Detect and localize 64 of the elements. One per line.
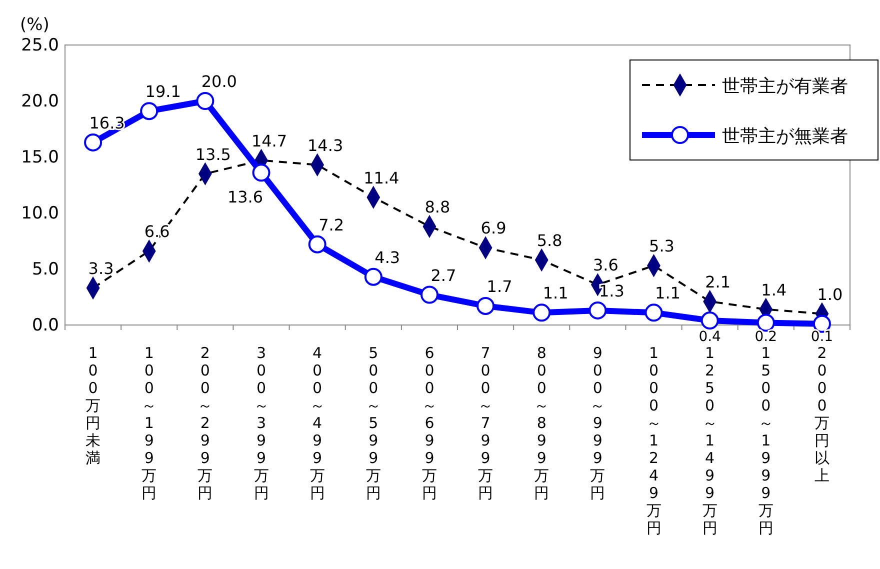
point [588, 301, 607, 320]
point [532, 304, 551, 322]
category-label: 300～399万円 [254, 344, 269, 502]
data-label: 6.9 [480, 218, 506, 238]
data-label: 13.5 [195, 144, 231, 164]
point [140, 102, 158, 120]
point [420, 286, 438, 304]
data-label: 0.1 [810, 329, 834, 345]
category-label: 700～799万円 [478, 344, 494, 502]
data-label: 3.3 [88, 259, 114, 278]
point [644, 304, 663, 322]
category-label: 600～699万円 [422, 344, 437, 502]
data-label: 13.6 [227, 188, 264, 207]
x-tick-label: 100万円未満 [86, 344, 101, 467]
x-tick-label: 2000万円以上 [814, 344, 830, 484]
data-label: 14.7 [251, 131, 288, 150]
data-label: 14.3 [308, 136, 344, 155]
point [364, 268, 382, 286]
category-label: 900～999万円 [590, 344, 606, 502]
legend-label: 世帯主が無業者 [722, 126, 848, 147]
category-label: 200～299万円 [198, 344, 213, 502]
data-label: 3.6 [592, 256, 618, 275]
point [308, 235, 326, 254]
data-label: 5.3 [649, 236, 674, 256]
data-label: 8.8 [424, 197, 450, 216]
point [252, 164, 270, 182]
category-label: 1000～1249万円 [646, 344, 662, 537]
category-label: 800～899万円 [534, 344, 550, 502]
point [84, 133, 102, 152]
data-label: 19.1 [145, 82, 181, 102]
data-label: 0.2 [754, 329, 778, 345]
data-label: 1.0 [817, 284, 843, 304]
y-axis-title: (%) [20, 15, 50, 35]
data-label: 5.8 [536, 231, 562, 250]
data-label: 4.3 [374, 248, 400, 267]
category-label: 500～599万円 [366, 344, 381, 502]
y-tick-label: 20.0 [21, 91, 59, 112]
data-label: 2.7 [430, 266, 456, 285]
point [476, 296, 495, 315]
data-label: 1.4 [761, 280, 787, 300]
point [700, 312, 719, 330]
category-label: 400～499万円 [310, 344, 325, 502]
data-label: 11.4 [364, 168, 400, 188]
category-label: 1500～1999万円 [758, 344, 774, 537]
data-label: 0.4 [698, 329, 722, 345]
data-label: 1.1 [542, 284, 568, 303]
data-label: 1.7 [486, 276, 512, 296]
data-label: 20.0 [201, 72, 237, 91]
data-label: 1.1 [655, 284, 680, 303]
category-label: 1250～1499万円 [702, 344, 718, 537]
data-label: 7.2 [318, 215, 344, 234]
data-label: 16.3 [89, 113, 125, 132]
y-tick-label: 5.0 [32, 259, 59, 280]
point [756, 314, 775, 332]
y-tick-label: 25.0 [21, 35, 59, 56]
legend-label: 世帯主が有業者 [722, 76, 848, 97]
data-label: 6.6 [144, 222, 170, 242]
data-label: 2.1 [705, 272, 731, 292]
y-tick-label: 10.0 [21, 203, 59, 224]
data-label: 1.3 [598, 281, 624, 300]
y-tick-label: 15.0 [21, 147, 59, 168]
category-label: 100～199万円 [142, 344, 157, 502]
point [196, 92, 214, 110]
y-tick-label: 0.0 [32, 315, 59, 336]
